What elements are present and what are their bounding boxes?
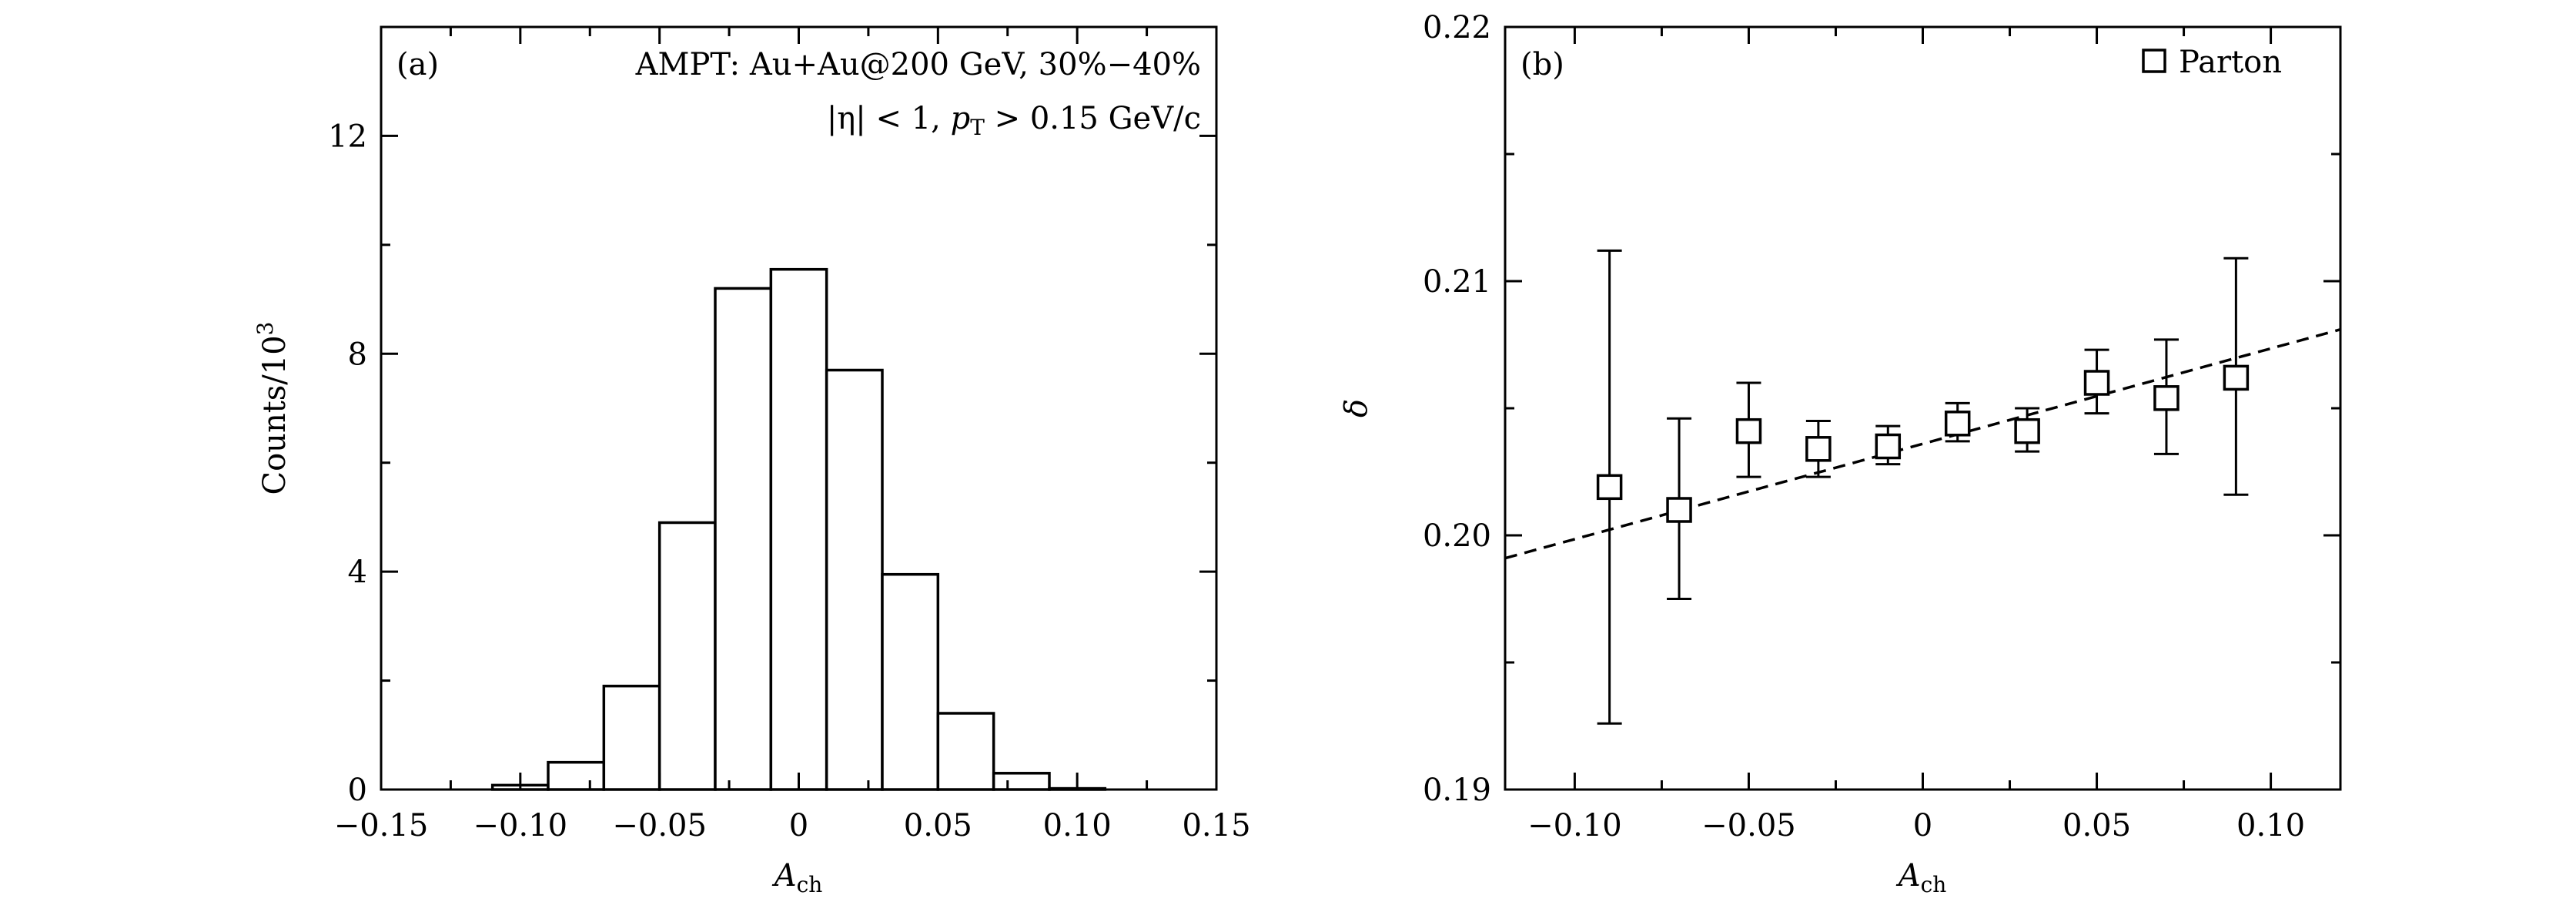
panel-b-x-tick-label: 0.05 <box>2062 808 2131 843</box>
panel-a-x-tick-label: 0.15 <box>1182 808 1250 843</box>
data-point-parton <box>1666 497 1692 523</box>
panel-b-x-tick-label: 0.10 <box>2236 808 2305 843</box>
panel-a-pt-symbol: p <box>951 101 971 136</box>
histogram-bar <box>657 521 717 791</box>
panel-b-y-axis-title: δ <box>1339 399 1374 417</box>
legend-marker <box>2142 49 2166 73</box>
panel-a-x-tick-label: −0.05 <box>612 808 707 843</box>
panel-a-pt-subscript: T <box>970 115 985 140</box>
panel-a-y-tick-label: 4 <box>348 555 367 590</box>
panel-a-y-superscript: 3 <box>253 321 278 335</box>
panel-a-x-tick-label: −0.10 <box>473 808 568 843</box>
data-point-parton <box>1596 474 1623 501</box>
panel-b-y-tick-label: 0.20 <box>1423 518 1491 554</box>
panel-b-ticks: −0.10 −0.05 0 0.05 0.10 0.19 0.20 0.21 0.22 <box>1423 10 2340 843</box>
data-point-parton <box>2223 364 2250 391</box>
histogram-bar <box>714 287 773 791</box>
panel-a-x-subscript: ch <box>797 872 823 897</box>
panel-b-x-tick-label: −0.10 <box>1527 808 1622 843</box>
panel-b-x-subscript: ch <box>1921 872 1947 897</box>
legend-label: Parton <box>2179 45 2282 80</box>
data-point-parton <box>2083 370 2110 396</box>
panel-a-x-tick-label: −0.15 <box>334 808 429 843</box>
panel-a-y-text: Counts/10 <box>257 335 293 495</box>
data-point-parton <box>2153 385 2180 411</box>
panel-b-x-symbol: A <box>1895 858 1921 894</box>
panel-b-fit-line <box>1504 328 2341 560</box>
histogram-bar <box>881 572 940 791</box>
panel-a-x-symbol: A <box>771 858 797 894</box>
panel-a-eta-cut: |η| < 1, <box>827 101 951 136</box>
data-point-parton <box>1944 411 1971 437</box>
panel-a-annotation-line1: AMPT: Au+Au@200 GeV, 30%−40% <box>635 47 1201 82</box>
panel-b-label: (b) <box>1521 47 1564 82</box>
data-point-parton <box>2014 417 2040 444</box>
panel-a-annotation-line2: |η| < 1, pT > 0.15 GeV/c <box>827 101 1201 140</box>
panel-a-y-tick-label: 12 <box>328 119 367 154</box>
panel-b-x-tick-label: 0 <box>1913 808 1932 843</box>
panel-a-y-tick-label: 8 <box>348 337 367 372</box>
data-point-parton <box>1875 433 1902 460</box>
panel-b-y-tick-label: 0.22 <box>1423 10 1491 45</box>
data-point-parton <box>1735 417 1762 444</box>
panel-a-x-tick-label: 0.05 <box>904 808 972 843</box>
panel-b-x-axis-title: Ach <box>1895 858 1947 897</box>
panel-a-bars <box>490 267 1107 791</box>
panel-b-x-tick-label: −0.05 <box>1701 808 1796 843</box>
panel-b-points <box>1596 249 2250 725</box>
histogram-bar <box>936 712 995 791</box>
histogram-bar <box>992 772 1051 791</box>
panel-a-y-tick-label: 0 <box>348 773 367 808</box>
panel-a: −0.15 −0.10 −0.05 0 0.05 0.10 0.15 0 4 8 12 (a) AM… <box>253 25 1251 897</box>
histogram-bar <box>547 760 606 791</box>
histogram-bar <box>825 368 884 791</box>
histogram-bar <box>602 684 661 791</box>
panel-b-frame <box>1504 25 2342 791</box>
panel-a-x-tick-label: 0.10 <box>1043 808 1112 843</box>
histogram-bar <box>769 267 828 791</box>
panel-b-y-tick-label: 0.21 <box>1423 264 1491 300</box>
panel-a-y-axis-title: Counts/103 <box>253 321 293 495</box>
panel-b-y-tick-label: 0.19 <box>1423 773 1491 808</box>
panel-a-x-tick-label: 0 <box>789 808 808 843</box>
panel-a-ticks: −0.15 −0.10 −0.05 0 0.05 0.10 0.15 0 4 8 12 <box>328 27 1251 843</box>
panel-b: −0.10 −0.05 0 0.05 0.100.190.200.210.22 (b) … <box>1339 10 2342 897</box>
panel-a-pt-cut: > 0.15 GeV/c <box>985 101 1201 136</box>
data-point-parton <box>1805 436 1832 462</box>
panel-a-x-axis-title: Ach <box>771 858 823 897</box>
panel-a-label: (a) <box>396 47 439 82</box>
